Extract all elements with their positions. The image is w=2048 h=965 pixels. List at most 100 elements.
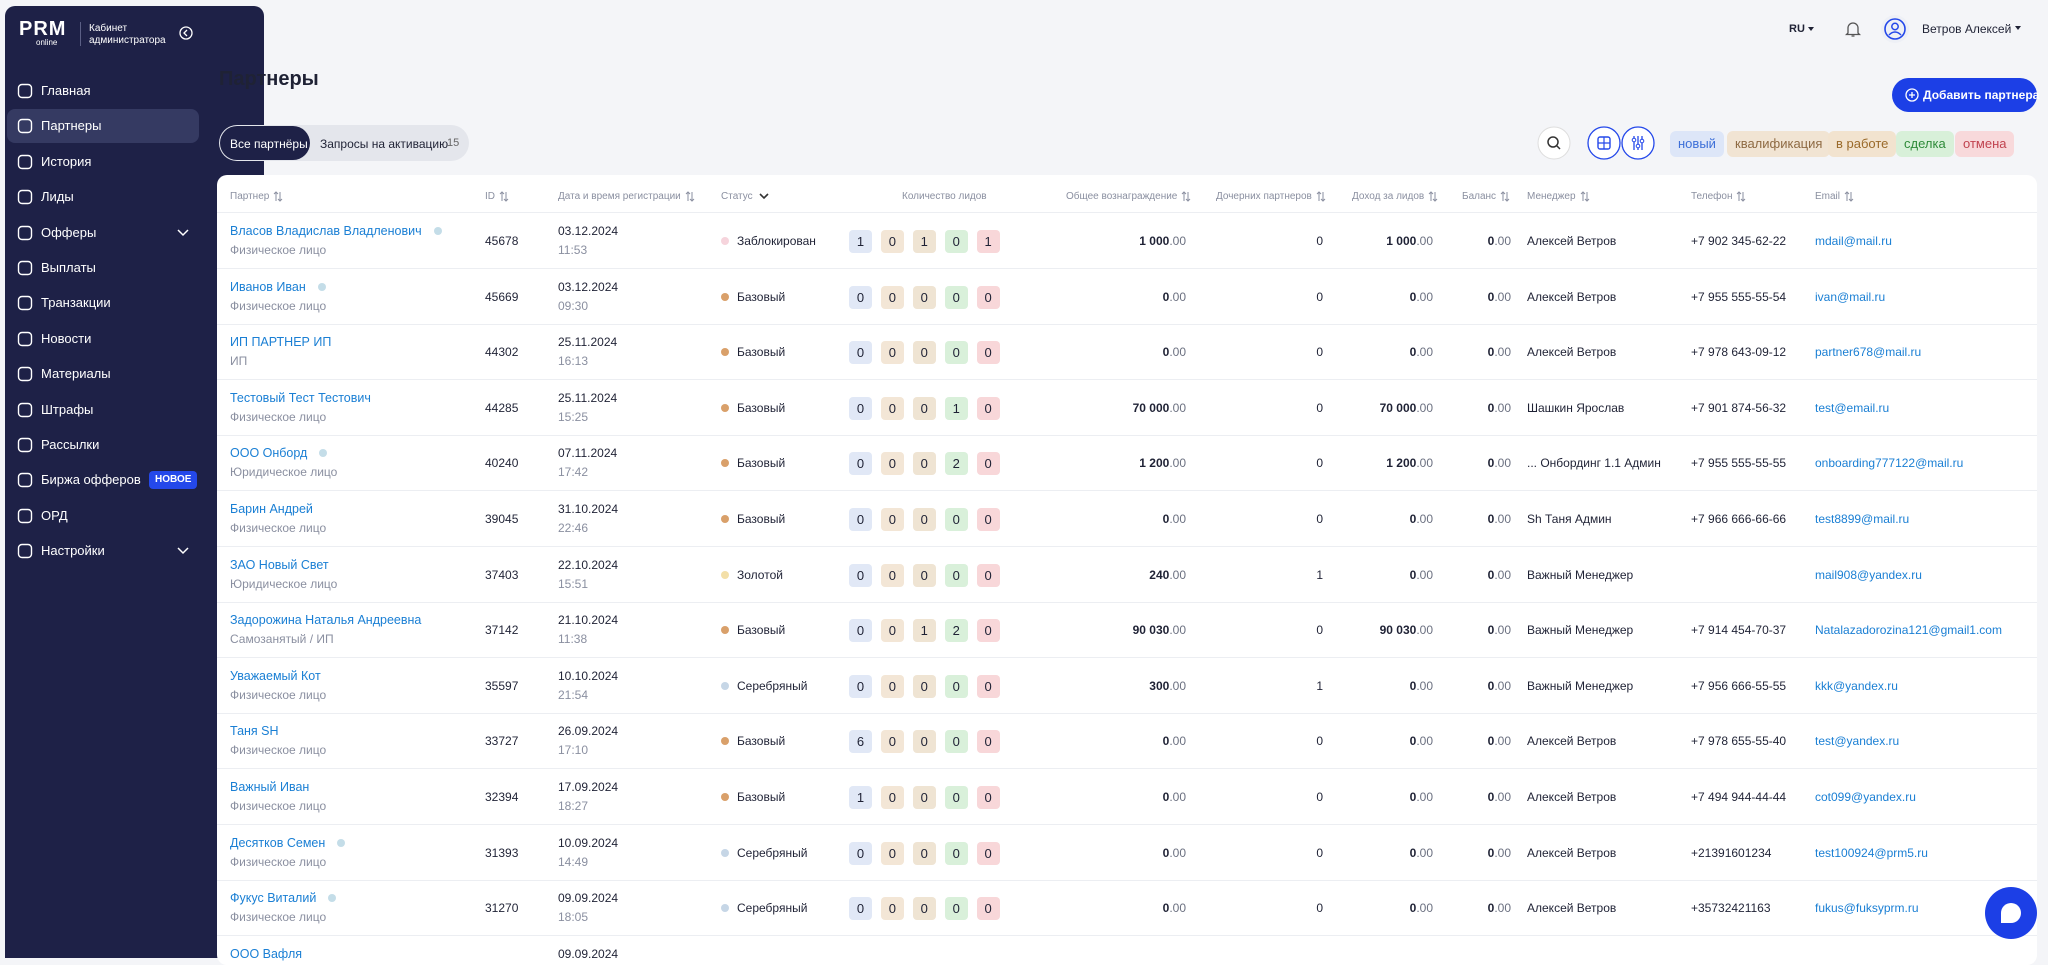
- online-dot: [433, 227, 442, 235]
- email[interactable]: test@email.ru: [1815, 400, 1890, 415]
- tab-label[interactable]: Все партнёры: [230, 137, 308, 151]
- partner-name[interactable]: Задорожина Наталья Андреевна: [230, 613, 422, 628]
- amount-frac: .00: [1416, 901, 1433, 916]
- column-header[interactable]: Менеджер: [1527, 191, 1576, 202]
- partner-id: 44302: [485, 345, 519, 360]
- row-divider: [217, 601, 2037, 603]
- menu-label[interactable]: Штрафы: [41, 401, 94, 417]
- partner-name[interactable]: Фукус Виталий: [230, 891, 317, 906]
- partner-kind: ИП: [230, 354, 248, 369]
- menu-label[interactable]: Партнеры: [41, 118, 102, 134]
- email[interactable]: test100924@prm5.ru: [1815, 845, 1928, 860]
- amount-int: 0: [1409, 289, 1417, 304]
- partner-name[interactable]: Иванов Иван: [230, 279, 306, 294]
- column-header[interactable]: Баланс: [1462, 191, 1497, 202]
- lang[interactable]: RU: [1789, 23, 1805, 35]
- column-header[interactable]: Дочерних партнеров: [1216, 191, 1312, 202]
- column-header[interactable]: Email: [1815, 191, 1841, 202]
- menu-label[interactable]: Главная: [41, 83, 91, 98]
- lead-count: 0: [944, 897, 968, 921]
- online-dot: [319, 449, 328, 458]
- partner-id: 37403: [485, 567, 519, 582]
- menu-label[interactable]: Биржа офферов: [41, 472, 141, 488]
- header-line: [217, 212, 2037, 213]
- partner-name[interactable]: ЗАО Новый Свет: [230, 557, 329, 572]
- menu-label[interactable]: Транзакции: [41, 295, 111, 311]
- partner-kind: Физическое лицо: [230, 298, 327, 313]
- menu-item[interactable]: [7, 251, 199, 285]
- partner-name[interactable]: Десятков Семен: [230, 835, 326, 850]
- children: 0: [1316, 345, 1323, 360]
- menu-label[interactable]: История: [41, 153, 92, 169]
- partner-name[interactable]: Тестовый Тест Тестович: [230, 390, 371, 405]
- column-header[interactable]: Дата и время регистрации: [558, 191, 681, 202]
- menu-item[interactable]: [7, 74, 199, 108]
- column-header[interactable]: Телефон: [1691, 191, 1733, 202]
- column-header[interactable]: Общее вознаграждение: [1066, 191, 1178, 202]
- menu-item[interactable]: [7, 145, 199, 179]
- menu-item[interactable]: [7, 180, 199, 214]
- email[interactable]: mdail@mail.ru: [1815, 234, 1892, 248]
- amount-int: 0: [1487, 734, 1495, 749]
- email[interactable]: test@yandex.ru: [1815, 734, 1900, 749]
- add-button[interactable]: [1892, 78, 2037, 112]
- menu-label[interactable]: ОРД: [41, 507, 68, 523]
- partner-name[interactable]: ИП ПАРТНЕР ИП: [230, 335, 332, 350]
- add-button-label[interactable]: Добавить партнера: [1923, 88, 2040, 102]
- online-dot: [337, 838, 346, 847]
- filter-chip[interactable]: отмена: [1955, 131, 2015, 157]
- email[interactable]: kkk@yandex.ru: [1815, 678, 1898, 693]
- menu-item[interactable]: [7, 322, 199, 356]
- partner-name[interactable]: ООО Вафля: [230, 946, 303, 961]
- menu-item[interactable]: [7, 216, 199, 250]
- partner-name[interactable]: Важный Иван: [230, 780, 310, 794]
- partner-name[interactable]: Барин Андрей: [230, 502, 313, 516]
- menu-label[interactable]: Рассылки: [41, 437, 100, 452]
- column-header[interactable]: ID: [485, 191, 495, 202]
- column-header[interactable]: Доход за лидов: [1352, 191, 1425, 202]
- sort-icon: [1580, 191, 1589, 202]
- email[interactable]: test8899@mail.ru: [1815, 512, 1910, 526]
- row-divider: [217, 546, 2037, 547]
- lead-count: 0: [849, 396, 872, 420]
- partner-name[interactable]: ООО Онборд: [230, 446, 308, 461]
- amount-int: 0: [1409, 345, 1417, 360]
- filter-chip[interactable]: новый: [1670, 131, 1724, 157]
- reg-time: 22:46: [558, 521, 589, 535]
- email[interactable]: ivan@mail.ru: [1815, 289, 1886, 304]
- lead-count: 0: [849, 341, 872, 365]
- email[interactable]: partner678@mail.ru: [1815, 345, 1922, 360]
- menu-label[interactable]: Выплаты: [41, 260, 96, 275]
- lead-count: 0: [880, 730, 904, 754]
- user-name[interactable]: Ветров Алексей: [1922, 22, 2012, 36]
- filter-chip[interactable]: квалификация: [1727, 131, 1831, 157]
- partner-name[interactable]: Уважаемый Кот: [230, 668, 321, 683]
- menu-label[interactable]: Материалы: [41, 366, 111, 382]
- filter-chip[interactable]: в работе: [1828, 131, 1897, 157]
- menu-label[interactable]: Настройки: [41, 543, 105, 559]
- income: 0.00: [1410, 901, 1433, 915]
- menu-item[interactable]: [7, 428, 199, 462]
- menu-label[interactable]: Лиды: [41, 189, 74, 205]
- amount-int: 0: [1487, 400, 1495, 415]
- menu-label[interactable]: Офферы: [41, 224, 97, 240]
- email[interactable]: onboarding777122@mail.ru: [1815, 456, 1964, 471]
- filter-chip[interactable]: сделка: [1896, 131, 1954, 157]
- email[interactable]: fukus@fuksyprm.ru: [1815, 901, 1919, 916]
- partner-name[interactable]: Власов Владислав Владленович: [230, 224, 422, 238]
- email[interactable]: mail908@yandex.ru: [1815, 567, 1922, 582]
- tab-label[interactable]: Запросы на активацию: [320, 137, 449, 151]
- email[interactable]: Natalazadorozina121@gmail1.com: [1815, 623, 2002, 638]
- menu-label[interactable]: Новости: [41, 330, 92, 346]
- menu-item[interactable]: [7, 499, 199, 533]
- status-dot: [721, 626, 729, 635]
- partner-name[interactable]: Таня SH: [230, 724, 279, 739]
- menu-item[interactable]: [7, 109, 199, 144]
- tab-active[interactable]: [220, 126, 310, 160]
- column-header[interactable]: Партнер: [230, 191, 270, 202]
- reg-time: 09:30: [558, 298, 589, 313]
- logo-divider: [80, 22, 81, 46]
- menu-item[interactable]: [7, 393, 199, 427]
- email[interactable]: cot099@yandex.ru: [1815, 790, 1916, 804]
- column-header[interactable]: Статус: [721, 191, 753, 202]
